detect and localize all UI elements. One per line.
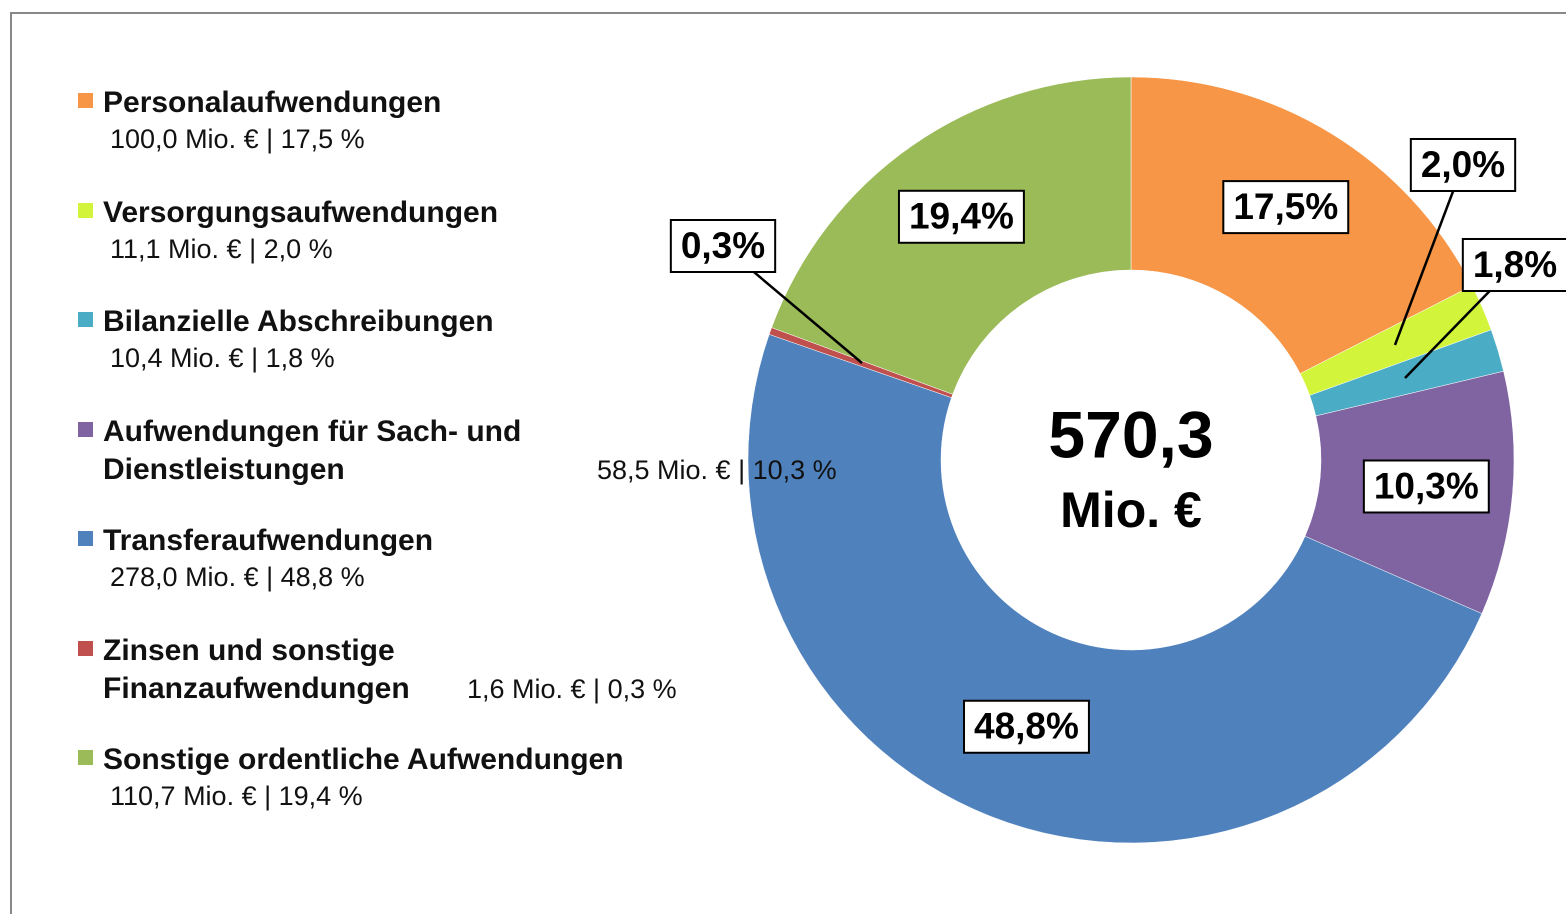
data-label-group: 0,3% xyxy=(669,219,777,273)
frame xyxy=(10,12,1566,914)
data-label-box xyxy=(1409,138,1517,192)
legend-name: Personalaufwendungen xyxy=(103,86,442,119)
data-label-group: 19,4% xyxy=(897,189,1025,244)
legend-swatch xyxy=(78,421,93,437)
chart: 17,5% 2,0% 1,8% 10,3% 48,8% 0,3% 19,4% 570,3 Mio… xyxy=(669,76,1566,844)
legend-item: Sonstige ordentliche Aufwendungen 110,7 M… xyxy=(78,741,624,813)
data-label: 17,5% xyxy=(1233,186,1338,227)
data-label-group: 2,0% xyxy=(1409,138,1517,192)
data-label-box xyxy=(669,219,777,273)
legend-detail: 58,5 Mio. € | 10,3 % xyxy=(597,454,837,485)
legend-name: Versorgungsaufwendungen xyxy=(103,195,499,229)
legend-swatch xyxy=(78,640,93,656)
legend-swatch xyxy=(78,531,93,546)
legend-detail: 10,4 Mio. € | 1,8 % xyxy=(110,343,335,373)
data-label: 1,8% xyxy=(1473,244,1557,285)
legend-detail: 110,7 Mio. € | 19,4 % xyxy=(110,781,363,811)
data-label: 0,3% xyxy=(681,225,765,266)
slice xyxy=(747,334,1483,844)
legend-name: Zinsen und sonstige Finanzaufwendungen xyxy=(103,633,410,705)
legend-item: Versorgungsaufwendungen 11,1 Mio. € | 2,0… xyxy=(78,194,498,266)
legend-swatch xyxy=(78,750,93,765)
legend-detail: 100,0 Mio. € | 17,5 % xyxy=(110,124,365,154)
legend-name: Transferaufwendungen xyxy=(103,524,434,557)
legend-name: Bilanzielle Abschreibungen xyxy=(103,305,494,338)
data-label-group: 10,3% xyxy=(1362,459,1490,514)
center-unit: Mio. € xyxy=(1060,482,1202,538)
data-label-box xyxy=(1222,180,1350,235)
data-label-group: 17,5% xyxy=(1222,180,1350,235)
legend-item: Bilanzielle Abschreibungen 10,4 Mio. € | … xyxy=(78,303,494,375)
data-label: 2,0% xyxy=(1421,144,1505,185)
data-label-box xyxy=(897,189,1025,244)
center-value: 570,3 xyxy=(1048,397,1213,471)
legend-item: Aufwendungen für Sach- und Dienstleistun… xyxy=(78,413,837,489)
legend-detail: 278,0 Mio. € | 48,8 % xyxy=(110,562,365,592)
legend-name: Sonstige ordentliche Aufwendungen xyxy=(103,743,624,776)
legend-detail: 11,1 Mio. € | 2,0 % xyxy=(110,233,333,264)
data-label-box xyxy=(963,699,1090,754)
legend-item: Personalaufwendungen 100,0 Mio. € | 17,5 … xyxy=(78,84,441,156)
data-label: 48,8% xyxy=(974,706,1079,747)
legend-name: Aufwendungen für Sach- und Dienstleistun… xyxy=(103,414,522,486)
legend-swatch xyxy=(78,312,93,327)
data-label: 10,3% xyxy=(1374,465,1479,506)
legend-detail: 1,6 Mio. € | 0,3 % xyxy=(467,673,677,704)
page: 17,5% 2,0% 1,8% 10,3% 48,8% 0,3% 19,4% 570,3 Mio… xyxy=(10,12,1566,914)
leader-line xyxy=(1393,164,1465,346)
legend-item: Transferaufwendungen 278,0 Mio. € | 48,8 … xyxy=(78,522,433,594)
data-label-box xyxy=(1461,238,1566,292)
data-label-box xyxy=(1362,459,1490,514)
legend-swatch xyxy=(78,93,93,108)
legend-item: Zinsen und sonstige Finanzaufwendungen 1,… xyxy=(78,632,677,708)
data-label-group: 1,8% xyxy=(1461,238,1566,292)
data-label-group: 48,8% xyxy=(963,699,1090,754)
legend-swatch xyxy=(78,202,93,218)
data-label: 19,4% xyxy=(909,196,1014,237)
